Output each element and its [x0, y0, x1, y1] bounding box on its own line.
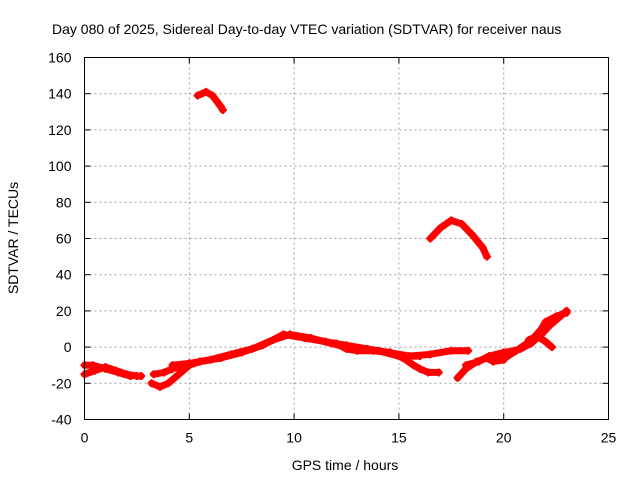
data-point — [447, 346, 456, 355]
y-tick-label: 160 — [48, 50, 72, 66]
x-tick-label: 5 — [185, 430, 193, 446]
data-point — [434, 368, 443, 377]
y-tick-label: 140 — [48, 86, 72, 102]
data-point — [147, 379, 156, 388]
data-point — [193, 91, 202, 100]
data-point — [491, 352, 500, 361]
data-point — [342, 344, 351, 353]
series-arc-8 — [426, 216, 491, 261]
data-point — [285, 330, 294, 339]
y-tick-label: 60 — [56, 231, 72, 247]
data-point — [155, 382, 164, 391]
data-point — [503, 352, 512, 361]
data-point — [101, 364, 110, 373]
y-tick-label: -20 — [51, 375, 71, 391]
data-point — [464, 346, 473, 355]
data-point — [137, 372, 146, 381]
y-tick-label: 0 — [64, 339, 72, 355]
data-point — [332, 339, 341, 348]
data-point — [436, 223, 445, 232]
y-tick-label: 40 — [56, 267, 72, 283]
data-point — [474, 357, 483, 366]
data-point — [164, 379, 173, 388]
data-point — [526, 339, 535, 348]
data-point — [160, 368, 169, 377]
y-tick-label: 80 — [56, 194, 72, 210]
data-point — [545, 321, 554, 330]
grid-lines — [84, 57, 609, 420]
data-point — [168, 361, 177, 370]
data-point — [415, 364, 424, 373]
x-axis-title: GPS time / hours — [292, 457, 399, 473]
y-tick-labels: -40 -20 0 20 40 60 80 100 120 140 160 — [48, 50, 72, 428]
data-point — [562, 306, 571, 315]
data-point — [478, 243, 487, 252]
data-point — [415, 352, 424, 361]
data-point — [352, 346, 361, 355]
chart-title: Day 080 of 2025, Sidereal Day-to-day VTE… — [52, 21, 561, 37]
data-point — [409, 361, 418, 370]
data-point — [547, 343, 556, 352]
data-point — [185, 359, 194, 368]
data-point — [126, 372, 135, 381]
data-point — [482, 252, 491, 261]
data-point — [537, 330, 546, 339]
data-point — [88, 361, 97, 370]
data-point — [424, 368, 433, 377]
x-tick-label: 0 — [81, 430, 89, 446]
y-tick-label: -40 — [51, 412, 71, 428]
data-point — [541, 317, 550, 326]
data-series — [80, 87, 571, 391]
data-point — [426, 234, 435, 243]
data-point — [248, 344, 257, 353]
data-point — [453, 373, 462, 382]
data-point — [541, 337, 550, 346]
data-point — [208, 91, 217, 100]
data-point — [306, 334, 315, 343]
y-axis-title: SDTVAR / TECUs — [5, 182, 21, 294]
data-point — [114, 368, 123, 377]
axis-ticks — [84, 57, 609, 420]
x-tick-label: 20 — [496, 430, 512, 446]
data-point — [218, 105, 227, 114]
data-point — [447, 216, 456, 225]
y-tick-label: 20 — [56, 303, 72, 319]
x-tick-labels: 0 5 10 15 20 25 — [81, 430, 617, 446]
data-point — [202, 87, 211, 96]
data-point — [206, 355, 215, 364]
y-tick-label: 100 — [48, 158, 72, 174]
data-point — [516, 344, 525, 353]
data-point — [457, 220, 466, 229]
data-point — [461, 361, 470, 370]
data-point — [227, 350, 236, 359]
data-point — [394, 352, 403, 361]
x-tick-label: 15 — [391, 430, 407, 446]
data-point — [468, 230, 477, 239]
data-point — [426, 350, 435, 359]
data-point — [373, 346, 382, 355]
data-point — [556, 312, 565, 321]
data-point — [149, 370, 158, 379]
x-tick-label: 25 — [601, 430, 617, 446]
data-point — [174, 370, 183, 379]
x-tick-label: 10 — [286, 430, 302, 446]
data-point — [269, 335, 278, 344]
y-tick-label: 120 — [48, 122, 72, 138]
